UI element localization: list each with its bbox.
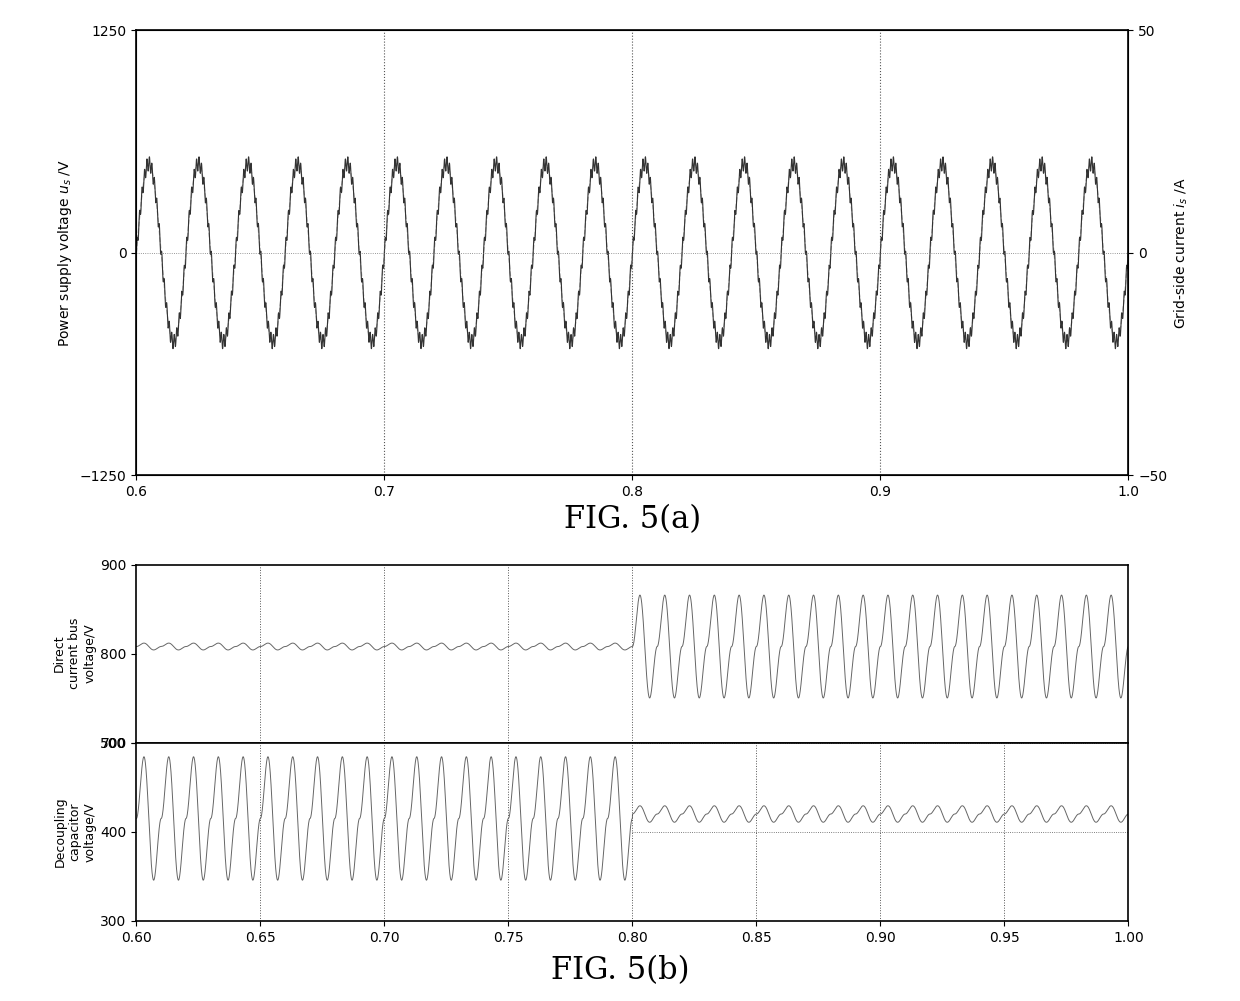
Y-axis label: Direct
current bus
voltage/V: Direct current bus voltage/V	[53, 618, 97, 690]
Y-axis label: Grid-side current $i_s$ /A: Grid-side current $i_s$ /A	[1173, 177, 1190, 328]
Text: FIG. 5(a): FIG. 5(a)	[564, 505, 701, 536]
Text: FIG. 5(b): FIG. 5(b)	[551, 956, 689, 986]
Y-axis label: Decoupling
capacitor
voltage/V: Decoupling capacitor voltage/V	[53, 797, 97, 867]
Y-axis label: Power supply voltage $u_s$ /V: Power supply voltage $u_s$ /V	[56, 159, 74, 346]
